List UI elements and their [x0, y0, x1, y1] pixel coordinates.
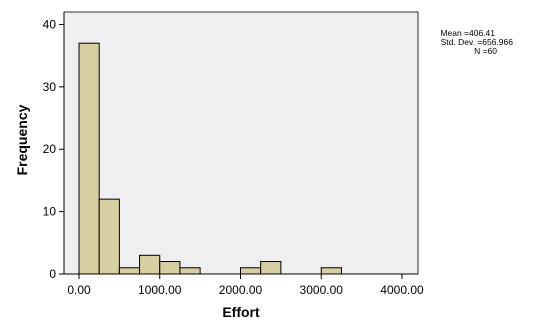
x-tick-label: 3000.00: [300, 283, 344, 297]
stat-mean: Mean =406.41: [440, 28, 495, 38]
y-tick-label: 30: [43, 80, 57, 94]
y-tick-label: 0: [49, 267, 56, 281]
stat-n: N =60: [474, 46, 497, 56]
x-tick-label: 1000.00: [138, 283, 182, 297]
bar-5: [179, 267, 201, 275]
x-axis-ticks: 0.00 1000.00 2000.00 3000.00 4000.00: [67, 274, 424, 297]
bar-12: [320, 267, 342, 275]
bars-group: [78, 42, 342, 275]
bar-4: [159, 261, 181, 275]
y-tick-label: 40: [43, 17, 57, 31]
y-axis-ticks: 0 10 20 30 40: [43, 17, 64, 281]
bar-2: [118, 267, 141, 275]
x-tick-label: 0.00: [67, 283, 91, 297]
y-axis-label: Frequency: [14, 104, 30, 175]
bar-1: [98, 198, 120, 275]
bar-8: [240, 267, 262, 275]
bar-9: [260, 261, 282, 275]
x-tick-label: 4000.00: [380, 283, 424, 297]
stat-std-dev: Std. Dev. =656.966: [441, 37, 514, 47]
x-tick-label: 2000.00: [219, 283, 263, 297]
y-tick-label: 20: [43, 142, 57, 156]
plot-area: [63, 11, 419, 275]
y-tick-label: 10: [43, 205, 57, 219]
bar-0: [78, 42, 100, 275]
bar-3: [139, 254, 161, 275]
x-axis-label: Effort: [222, 304, 260, 320]
